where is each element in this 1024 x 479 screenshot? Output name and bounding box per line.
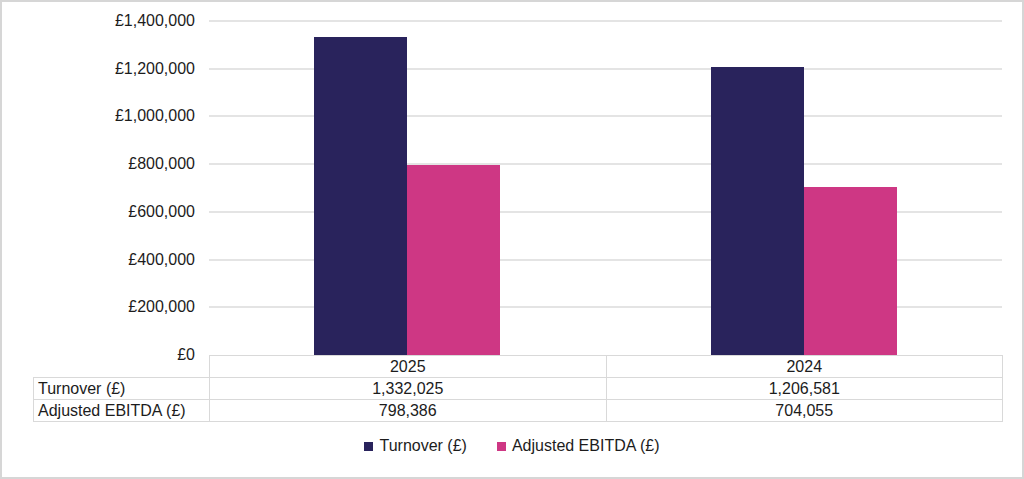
y-axis-tick-label: £600,000 (2, 204, 195, 220)
legend-item: Adjusted EBITDA (£) (497, 437, 660, 455)
chart-data-table: 20252024Turnover (£)1,332,0251,206,581Ad… (33, 355, 1003, 422)
y-gridline (209, 20, 1002, 22)
category-header-2024: 2024 (606, 356, 1003, 378)
bar-adjusted-ebitda-2024 (804, 187, 897, 355)
table-header-row: 20252024 (34, 356, 1003, 378)
y-axis-tick-label: £800,000 (2, 156, 195, 172)
y-axis-tick-label: £400,000 (2, 252, 195, 268)
bar-adjusted-ebitda-2025 (407, 165, 500, 355)
legend-marker-icon (497, 442, 506, 451)
legend-item: Turnover (£) (364, 437, 466, 455)
value-cell-2025: 798,386 (210, 400, 607, 422)
table-row: Adjusted EBITDA (£)798,386704,055 (34, 400, 1003, 422)
bar-turnover-2025 (314, 37, 407, 355)
legend-label: Turnover (£) (379, 437, 466, 455)
series-row-label: Adjusted EBITDA (£) (34, 400, 210, 422)
y-axis-tick-label: £1,400,000 (2, 13, 195, 29)
category-header-2025: 2025 (210, 356, 607, 378)
y-axis-tick-label: £200,000 (2, 299, 195, 315)
value-cell-2025: 1,332,025 (210, 378, 607, 400)
y-axis-tick-label: £1,200,000 (2, 61, 195, 77)
chart-legend: Turnover (£) Adjusted EBITDA (£) (2, 437, 1022, 455)
chart-frame: £0£200,000£400,000£600,000£800,000£1,000… (0, 0, 1024, 479)
table-corner-blank-cell (34, 356, 210, 378)
series-row-label: Turnover (£) (34, 378, 210, 400)
value-cell-2024: 704,055 (606, 400, 1003, 422)
legend-marker-icon (364, 442, 373, 451)
value-cell-2024: 1,206,581 (606, 378, 1003, 400)
legend-label: Adjusted EBITDA (£) (512, 437, 660, 455)
y-axis-tick-label: £1,000,000 (2, 108, 195, 124)
table-row: Turnover (£)1,332,0251,206,581 (34, 378, 1003, 400)
bar-turnover-2024 (711, 67, 804, 355)
